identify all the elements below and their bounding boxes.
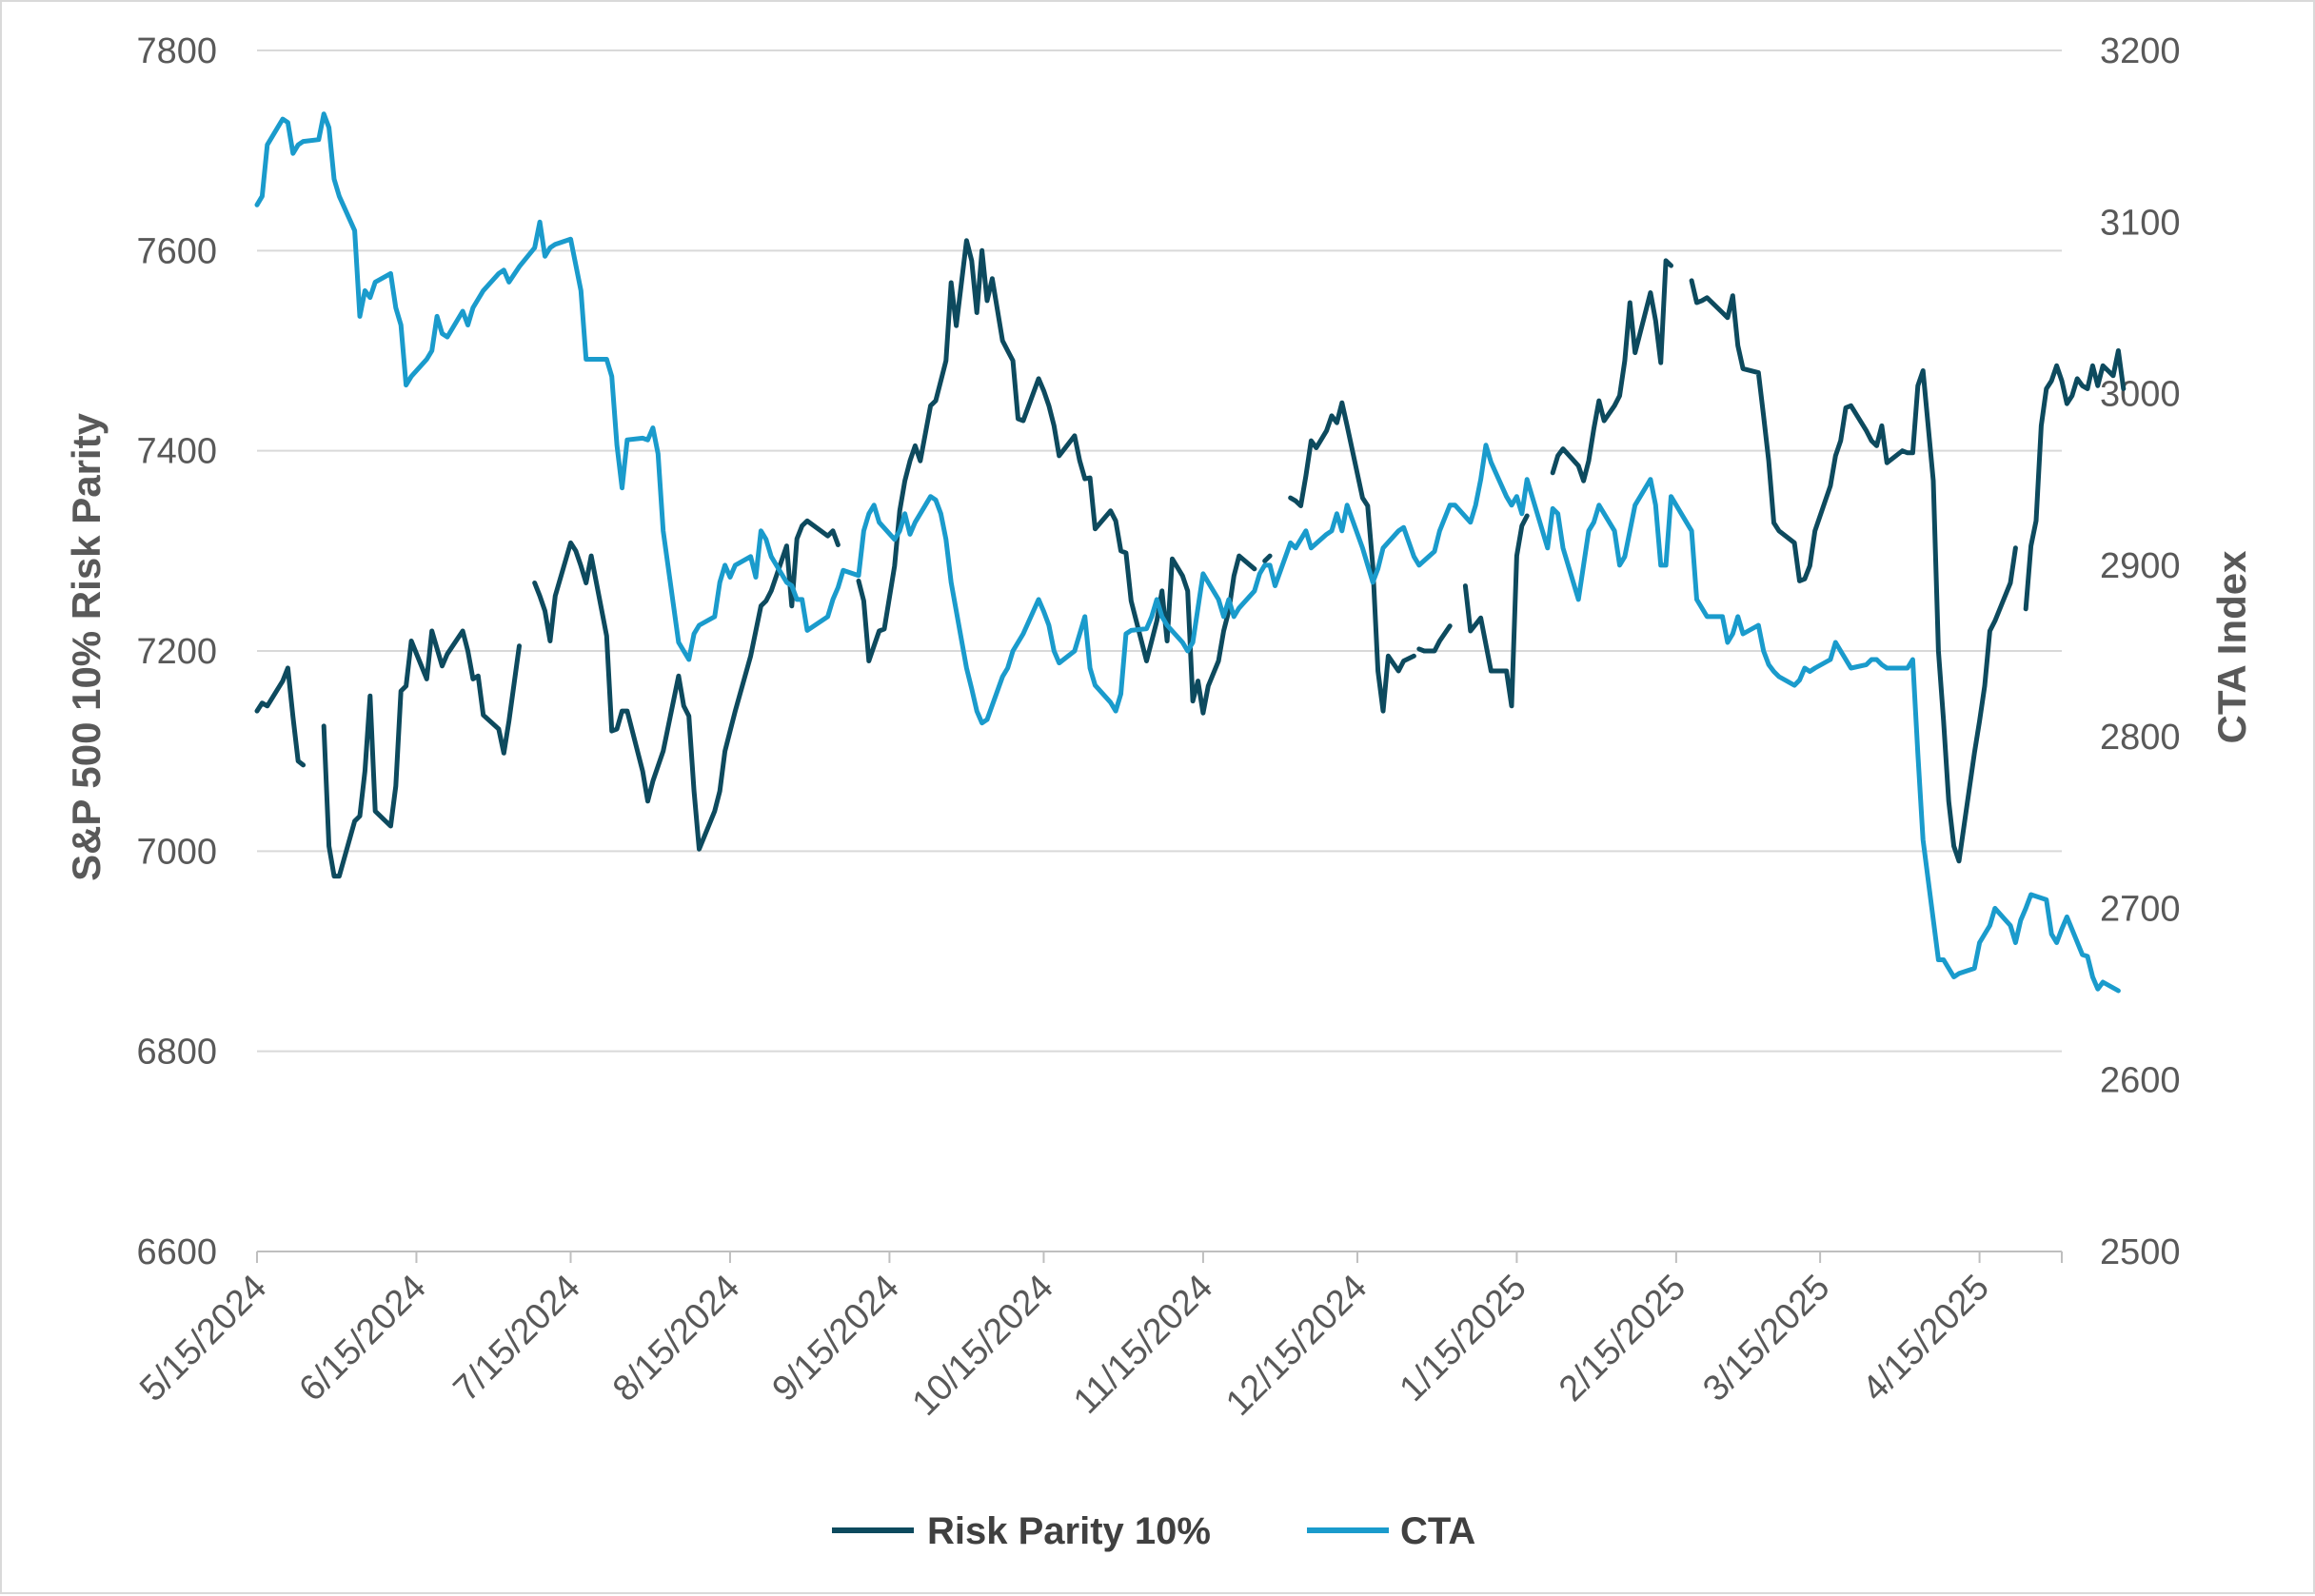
legend: Risk Parity 10% CTA [832, 1510, 1475, 1552]
right-tick-label: 2900 [2100, 546, 2181, 586]
legend-cta-label: CTA [1400, 1510, 1475, 1552]
x-tick-label: 10/15/2024 [905, 1268, 1061, 1424]
x-tick-label: 12/15/2024 [1218, 1268, 1375, 1424]
x-axis-ticks: 5/15/2024 6/15/2024 7/15/2024 8/15/2024 9/15… [132, 1251, 2063, 1424]
left-axis-title: S&P 500 10% Risk Parity [64, 412, 109, 881]
x-tick-label: 11/15/2024 [1066, 1268, 1220, 1422]
gridlines [257, 49, 2062, 1053]
left-tick-label: 6600 [136, 1232, 217, 1272]
right-axis-title: CTA Index [2209, 550, 2254, 744]
left-tick-label: 7600 [136, 231, 217, 271]
right-tick-label: 3000 [2100, 375, 2181, 415]
right-tick-label: 2600 [2100, 1061, 2181, 1101]
left-tick-label: 7400 [136, 432, 217, 472]
left-tick-label: 7200 [136, 632, 217, 672]
left-axis-ticks: 6600 6800 7000 7200 7400 7600 7800 [136, 31, 217, 1272]
x-tick-label: 3/15/2025 [1695, 1268, 1837, 1409]
x-tick-label: 7/15/2024 [446, 1268, 588, 1409]
right-tick-label: 2700 [2100, 889, 2181, 929]
right-tick-label: 2800 [2100, 718, 2181, 758]
x-tick-label: 2/15/2025 [1552, 1268, 1693, 1409]
series-cta-line [254, 111, 2121, 994]
left-tick-label: 6800 [136, 1033, 217, 1073]
x-tick-label: 1/15/2025 [1393, 1268, 1534, 1409]
x-tick-label: 4/15/2025 [1855, 1268, 1997, 1409]
x-tick-label: 6/15/2024 [292, 1268, 434, 1409]
x-tick-label: 8/15/2024 [605, 1268, 747, 1409]
right-tick-label: 3100 [2100, 203, 2181, 243]
right-tick-label: 3200 [2100, 31, 2181, 71]
legend-risk-parity-label: Risk Parity 10% [927, 1510, 1211, 1552]
right-axis-ticks: 2500 2600 2700 2800 2900 3000 3100 3200 [2100, 31, 2181, 1272]
right-tick-label: 2500 [2100, 1232, 2181, 1272]
left-tick-label: 7000 [136, 832, 217, 872]
series-risk-parity-line [254, 238, 2127, 879]
x-tick-label: 5/15/2024 [132, 1268, 274, 1409]
series-lines [254, 111, 2127, 994]
left-tick-label: 7800 [136, 31, 217, 71]
x-tick-label: 9/15/2024 [765, 1268, 907, 1409]
